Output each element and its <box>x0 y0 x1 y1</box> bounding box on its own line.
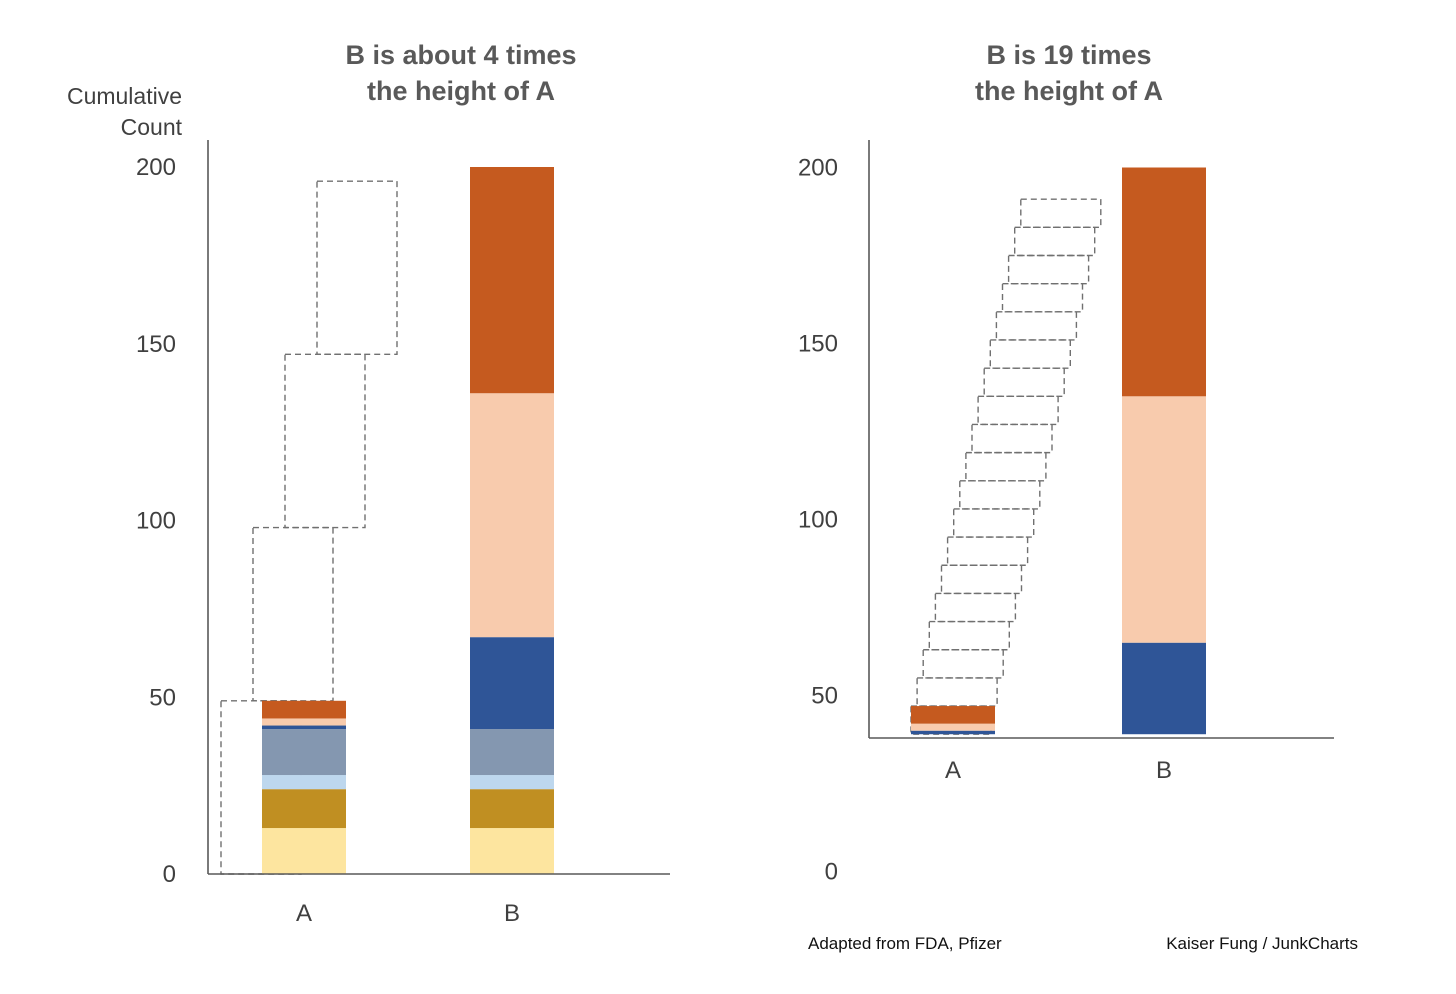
x-category-A: A <box>296 900 312 927</box>
y-tick-labels: 0 50 100 150 200 <box>136 154 176 888</box>
chart-left: B is about 4 times the height of A Cumul… <box>67 40 670 927</box>
bar-B-segment-3 <box>1122 167 1206 397</box>
ghost-copy-of-A-19 <box>1020 198 1102 229</box>
y-tick-200: 200 <box>798 155 838 182</box>
ghost-copy-of-A-8 <box>953 508 1035 538</box>
y-tick-100: 100 <box>798 507 838 534</box>
bar-B-segment-1 <box>470 828 554 874</box>
ghost-copy-of-A-3 <box>922 649 1004 679</box>
y-tick-100: 100 <box>136 508 176 535</box>
ghost-copy-of-A-15 <box>995 311 1078 341</box>
bar-B-segment-6 <box>470 393 554 638</box>
y-axis-label-line-2: Count <box>121 114 183 140</box>
bar-A-segment-5 <box>262 725 346 730</box>
bar-segments <box>911 167 1206 735</box>
ghost-copy-of-A-6 <box>940 564 1023 595</box>
ghost-copy-of-A-3 <box>284 353 366 529</box>
bar-A-segment-2 <box>911 723 995 731</box>
bar-A-segment-4 <box>262 729 346 776</box>
bar-B-segment-4 <box>470 729 554 776</box>
ghost-copy-of-A-9 <box>959 480 1041 510</box>
ghost-copy-of-A-10 <box>965 451 1047 482</box>
bar-A-segment-1 <box>911 730 995 735</box>
x-category-B: B <box>1156 757 1172 784</box>
author-credit: Kaiser Fung / JunkCharts <box>1166 934 1358 953</box>
y-tick-200: 200 <box>136 154 176 181</box>
chart-right: B is 19 times the height of A 0 50 100 150 2… <box>798 40 1334 886</box>
bar-B-segment-2 <box>470 789 554 829</box>
y-tick-labels: 0 50 100 150 200 <box>798 155 838 886</box>
y-axis-label-line-1: Cumulative <box>67 83 182 109</box>
bar-A-segment-7 <box>262 700 346 719</box>
ghost-copy-of-A-2 <box>916 677 998 707</box>
bar-B-segment-7 <box>470 167 554 394</box>
ghost-outlines <box>910 198 1102 735</box>
y-tick-50: 50 <box>149 684 176 711</box>
y-tick-150: 150 <box>798 331 838 358</box>
ghost-copy-of-A-14 <box>989 339 1071 369</box>
bar-B-segment-5 <box>470 637 554 730</box>
ghost-copy-of-A-4 <box>928 620 1010 651</box>
chart-left-title-line-1: B is about 4 times <box>345 40 576 70</box>
ghost-copy-of-A-5 <box>934 592 1017 623</box>
ghost-copy-of-A-12 <box>977 395 1059 426</box>
bar-A-segment-2 <box>262 789 346 829</box>
ghost-copy-of-A-18 <box>1014 226 1096 257</box>
chart-right-title-line-2: the height of A <box>975 76 1163 106</box>
ghost-copy-of-A-7 <box>946 536 1029 566</box>
ghost-copy-of-A-2 <box>252 526 334 702</box>
y-tick-0: 0 <box>163 861 176 888</box>
chart-left-title-line-2: the height of A <box>367 76 555 106</box>
bar-B-segment-3 <box>470 775 554 790</box>
chart-right-title-line-1: B is 19 times <box>986 40 1151 70</box>
y-tick-50: 50 <box>811 683 838 710</box>
y-tick-150: 150 <box>136 331 176 358</box>
bar-A-segment-3 <box>911 706 995 724</box>
bar-B-segment-1 <box>1122 642 1206 735</box>
ghost-copy-of-A-17 <box>1007 254 1090 285</box>
ghost-copy-of-A-16 <box>1001 282 1084 313</box>
bar-A-segment-6 <box>262 718 346 726</box>
ghost-copy-of-A-11 <box>971 423 1053 454</box>
bar-A-segment-1 <box>262 828 346 874</box>
x-category-B: B <box>504 900 520 927</box>
source-credit: Adapted from FDA, Pfizer <box>808 934 1002 953</box>
ghost-copy-of-A-13 <box>983 367 1065 398</box>
bar-B-segment-2 <box>1122 396 1206 643</box>
y-tick-0: 0 <box>825 859 838 886</box>
bar-A-segment-3 <box>262 775 346 790</box>
x-category-A: A <box>945 757 961 784</box>
ghost-copy-of-A-4 <box>316 180 398 356</box>
bar-segments <box>262 167 554 874</box>
